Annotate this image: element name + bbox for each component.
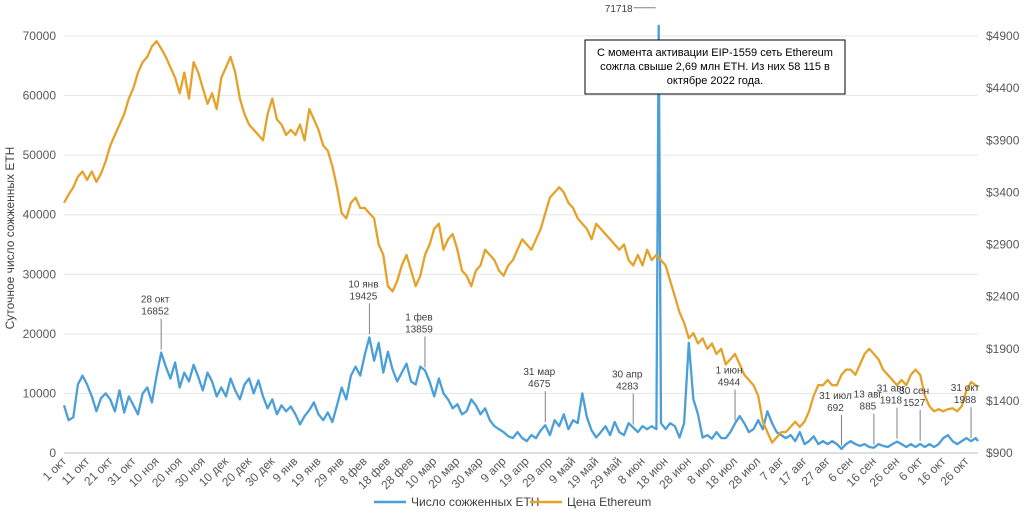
annotation-value: 1527: [903, 398, 926, 409]
right-tick-label: $3900: [986, 133, 1020, 147]
annotation-label: 1 фев: [405, 311, 432, 323]
annotation-value: 19425: [350, 291, 378, 302]
left-tick-label: 40000: [23, 208, 57, 222]
annotation-value: 71718: [605, 4, 633, 15]
annotation-value: 4283: [616, 381, 639, 392]
right-tick-label: $2400: [986, 290, 1020, 304]
left-tick-label: 20000: [23, 327, 57, 341]
annotation-label: 31 окт: [951, 383, 980, 394]
left-axis-ticks: 0 10000 20000 30000 40000 50000 60000 70000: [23, 29, 57, 460]
y-axis-label: Суточное число сожженных ETH: [3, 147, 17, 330]
series-line-eth-price: [62, 40, 979, 444]
annotation-value: 692: [827, 403, 844, 414]
annotation-label: 10 янв: [348, 279, 378, 290]
legend: Число сожженных ETH Цена Ethereum: [374, 495, 651, 509]
annotation-value: 13859: [405, 324, 433, 335]
annotation-value: 16852: [141, 307, 169, 318]
right-tick-label: $2900: [986, 238, 1020, 252]
annotation-label: 31 авг: [877, 384, 906, 395]
note-line-1: С момента активации EIP-1559 сеть Ethere…: [597, 47, 833, 59]
annotation-label: 1 июн: [716, 366, 743, 377]
gridlines: [64, 35, 978, 394]
right-tick-label: $900: [986, 446, 1013, 460]
annotation-label: 30 апр: [612, 369, 643, 380]
note-box-frame: [584, 39, 846, 95]
annotation-label: 28 окт: [141, 295, 170, 306]
annotation-value: 1918: [880, 396, 903, 407]
annotation-label: 31 мар: [523, 367, 555, 378]
annotation-label: 13 авг: [854, 390, 883, 401]
note-box: С момента активации EIP-1559 сеть Ethere…: [584, 39, 846, 95]
right-tick-label: $1400: [986, 394, 1020, 408]
annotation-label: 31 июл: [819, 391, 852, 402]
legend-label-burn: Число сожженных ETH: [411, 495, 539, 509]
left-tick-label: 70000: [23, 29, 57, 43]
annotation-label: 1 май: [605, 0, 631, 3]
right-tick-label: $3400: [986, 185, 1020, 199]
right-tick-label: $4400: [986, 81, 1020, 95]
left-tick-label: 60000: [23, 89, 57, 103]
right-tick-label: $4900: [986, 29, 1020, 43]
annotation-value: 885: [860, 402, 877, 413]
series-line-burned-eth: [62, 24, 979, 451]
annotation-value: 4944: [718, 378, 741, 389]
left-tick-label: 30000: [23, 267, 57, 281]
left-tick-label: 50000: [23, 148, 57, 162]
annotation-value: 4675: [528, 379, 551, 390]
annotation-value: 1988: [954, 395, 977, 406]
annotation-label: 30 сен: [899, 386, 929, 397]
left-tick-label: 0: [49, 446, 56, 460]
series-layer: [62, 24, 979, 451]
right-tick-label: $1900: [986, 342, 1020, 356]
note-line-3: октябре 2022 года.: [667, 75, 763, 87]
legend-label-price: Цена Ethereum: [567, 495, 651, 509]
right-axis-ticks: $900 $1400 $1900 $2400 $2900 $3400 $3900 $4400 $…: [986, 29, 1020, 460]
note-line-2: сожгла свыше 2,69 млн ETH. Из них 58 115…: [600, 61, 830, 73]
left-tick-label: 10000: [23, 386, 57, 400]
